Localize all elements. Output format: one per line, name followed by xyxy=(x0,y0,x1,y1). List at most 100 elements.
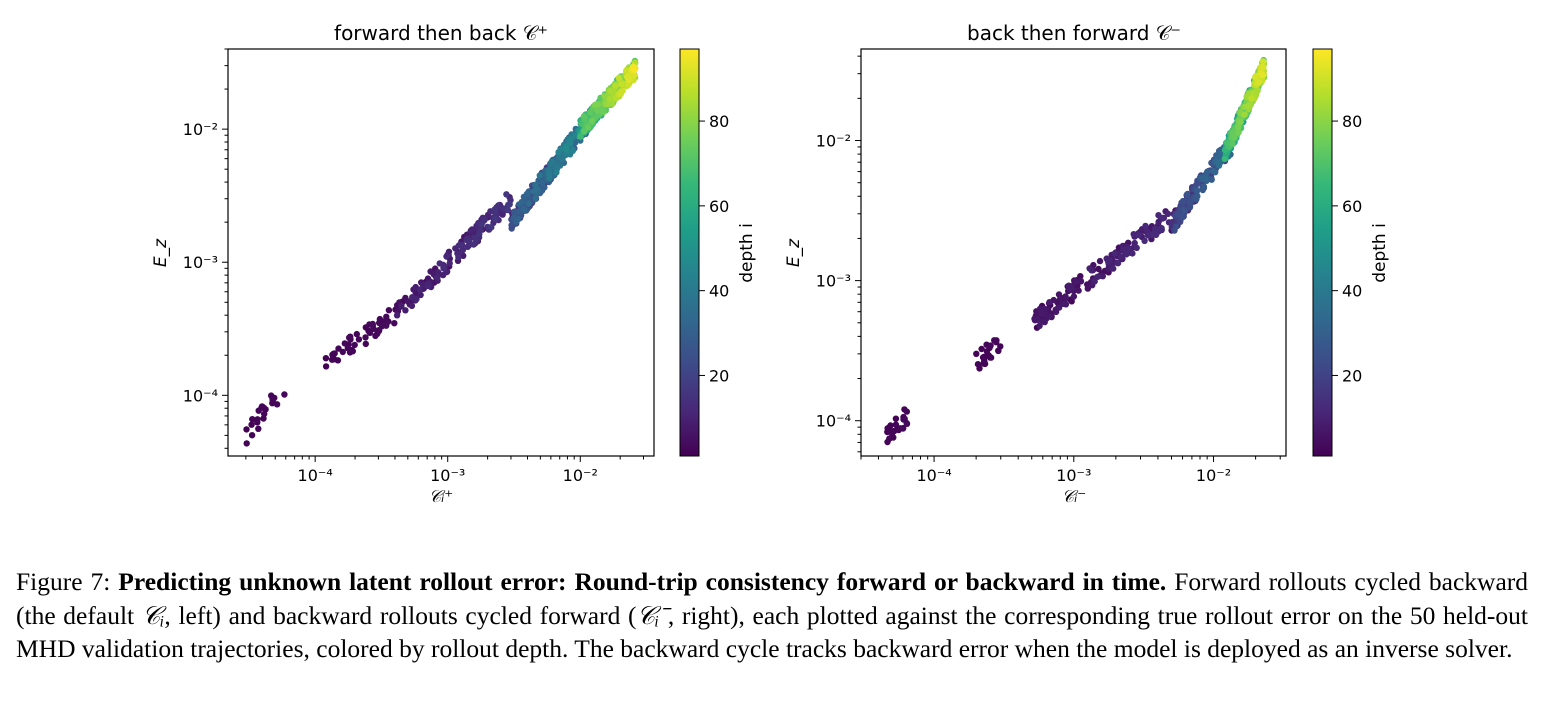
scatter-point xyxy=(569,147,576,154)
scatter-point xyxy=(553,169,560,176)
colorbar-tick-label: 40 xyxy=(1342,282,1362,301)
x-tick-label: 10⁻² xyxy=(1196,466,1231,485)
scatter-point xyxy=(525,200,532,207)
scatter-point xyxy=(470,241,477,248)
scatter-point xyxy=(974,361,982,368)
scatter-point xyxy=(567,135,574,143)
scatter-point xyxy=(1204,168,1211,175)
scatter-point xyxy=(478,221,485,228)
scatter-point xyxy=(630,77,637,84)
scatter-point xyxy=(372,332,379,339)
scatter-point xyxy=(630,72,638,79)
scatter-point xyxy=(369,320,376,328)
scatter-point xyxy=(322,355,330,362)
scatter-point xyxy=(580,113,588,120)
scatter-point xyxy=(631,66,638,73)
panel-title: back then forward 𝒞⁻ xyxy=(967,21,1181,45)
scatter-point xyxy=(1179,197,1187,205)
scatter-point xyxy=(577,133,584,140)
scatter-point xyxy=(555,149,562,156)
scatter-point xyxy=(1062,301,1070,308)
y-axis-label: E_z xyxy=(784,238,804,267)
x-tick-label: 10⁻⁴ xyxy=(298,466,333,485)
scatter-point xyxy=(1155,212,1162,219)
plot-frame xyxy=(860,48,1287,457)
scatter-point xyxy=(1210,167,1217,175)
scatter-point xyxy=(993,337,1000,344)
scatter-point xyxy=(456,242,463,249)
scatter-point xyxy=(532,195,539,202)
scatter-point xyxy=(1235,129,1242,136)
scatter-point xyxy=(383,322,390,329)
plot-frame xyxy=(227,48,655,457)
x-axis: 10⁻⁴ 10⁻³ 10⁻² xyxy=(860,456,1281,485)
caption-text: Forward rollouts cycled backward (the de… xyxy=(16,567,1529,630)
scatter-point xyxy=(248,421,255,428)
scatter-point xyxy=(1187,198,1194,206)
scatter-point xyxy=(548,158,555,165)
scatter-point xyxy=(1088,267,1095,274)
scatter-point xyxy=(1142,222,1149,230)
scatter-point xyxy=(618,81,625,88)
scatter-point xyxy=(1131,239,1138,247)
scatter-point xyxy=(581,128,588,135)
scatter-point xyxy=(346,334,353,341)
scatter-point xyxy=(1229,140,1236,148)
scatter-point xyxy=(370,325,377,333)
panel-forward-then-back: forward then back 𝒞⁺ 10⁻⁴ 10⁻³ 10⁻² 10⁻⁴10… xyxy=(151,21,757,507)
y-tick-label: 10⁻² xyxy=(816,132,851,151)
scatter-point xyxy=(1151,225,1159,232)
scatter-point xyxy=(1180,206,1188,214)
scatter-point xyxy=(425,282,432,290)
colorbar: 20 40 60 80 depth i xyxy=(679,48,757,457)
scatter-point xyxy=(559,155,566,163)
scatter-points xyxy=(243,57,639,447)
scatter-point xyxy=(330,350,337,357)
scatter-point xyxy=(606,95,613,103)
scatter-point xyxy=(344,345,351,352)
scatter-point xyxy=(491,215,499,222)
scatter-point xyxy=(1066,285,1073,292)
scatter-point xyxy=(1149,231,1156,238)
scatter-point xyxy=(521,206,528,213)
scatter-point xyxy=(1095,265,1102,273)
scatter-point xyxy=(1084,285,1092,292)
scatter-point xyxy=(504,206,512,214)
scatter-point xyxy=(459,246,466,254)
scatter-point xyxy=(1129,250,1136,257)
scatter-point xyxy=(446,260,453,267)
scatter-point xyxy=(1215,162,1223,169)
scatter-point xyxy=(973,350,980,357)
scatter-point xyxy=(1260,58,1267,65)
scatter-point xyxy=(987,342,994,349)
scatter-point xyxy=(892,415,900,422)
scatter-point xyxy=(1241,111,1248,118)
y-tick-label: 10⁻³ xyxy=(183,253,218,272)
colorbar-tick-label: 60 xyxy=(1342,197,1362,216)
scatter-point xyxy=(546,174,553,182)
colorbar-tick-label: 80 xyxy=(709,112,729,131)
y-tick-label: 10⁻² xyxy=(183,120,218,139)
colorbar-tick-label: 60 xyxy=(709,197,729,216)
scatter-point xyxy=(1130,231,1137,238)
scatter-point xyxy=(553,163,561,171)
scatter-point xyxy=(503,191,510,198)
scatter-point xyxy=(1118,253,1125,261)
scatter-point xyxy=(491,207,498,214)
scatter-point xyxy=(1224,140,1231,147)
caption-text: , right), each plotted against the corre… xyxy=(16,600,1528,664)
colorbar-tick-label: 80 xyxy=(1342,112,1362,131)
x-axis-label: 𝒞ᵢ⁻ xyxy=(1062,487,1086,507)
scatter-point xyxy=(1244,102,1252,110)
scatter-point xyxy=(981,353,988,361)
scatter-point xyxy=(434,274,441,282)
scatter-point xyxy=(417,291,424,299)
colorbar-tick-label: 20 xyxy=(709,366,729,385)
y-tick-label: 10⁻⁴ xyxy=(183,386,218,405)
scatter-point xyxy=(1114,260,1122,267)
scatter-point xyxy=(903,420,911,427)
scatter-point xyxy=(385,307,393,314)
scatter-point xyxy=(460,252,467,259)
scatter-point xyxy=(1133,244,1140,252)
scatter-point xyxy=(523,190,531,198)
